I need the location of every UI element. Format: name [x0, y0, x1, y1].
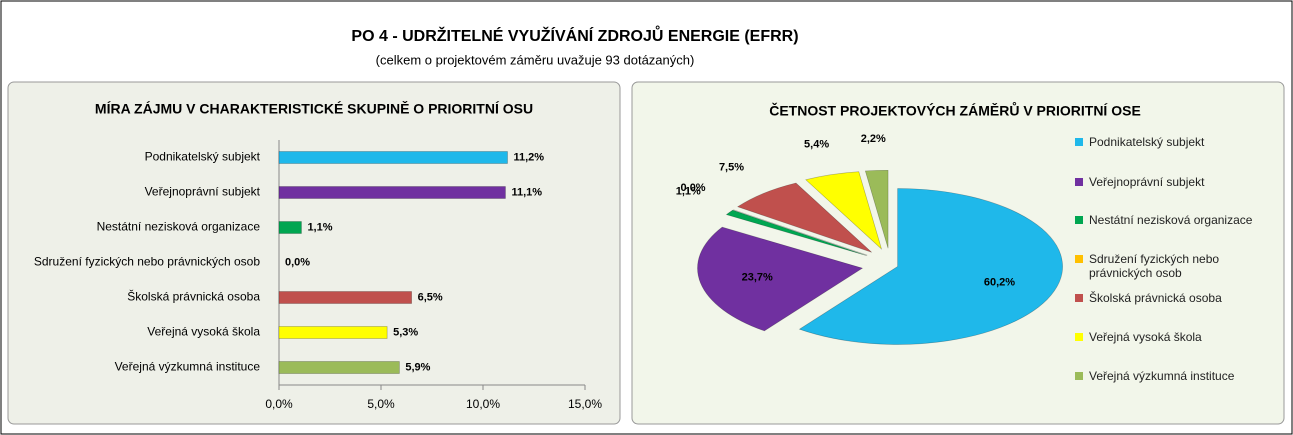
legend-swatch — [1075, 294, 1083, 302]
pie-slice — [864, 169, 889, 249]
pie-chart-title: ČETNOST PROJEKTOVÝCH ZÁMĚRŮ V PRIORITNÍ … — [769, 101, 1141, 119]
value-label: 6,5% — [418, 291, 443, 303]
pie-slice — [805, 171, 883, 250]
y-tick-label: Podnikatelský subjekt — [145, 150, 261, 164]
value-label: 11,2% — [513, 151, 544, 163]
legend-swatch — [1075, 216, 1083, 224]
bar — [278, 326, 388, 339]
legend-item: Veřejná výzkumná instituce — [1075, 369, 1275, 383]
pie-slice — [697, 226, 864, 332]
legend-swatch — [1075, 372, 1083, 380]
legend-swatch — [1075, 255, 1083, 263]
x-tick-label: 10,0% — [466, 397, 500, 411]
value-label: 0,0% — [285, 256, 310, 268]
value-label: 5,9% — [405, 361, 430, 373]
bar-chart-title: MÍRA ZÁJMU V CHARAKTERISTICKÉ SKUPINĚ O … — [95, 100, 533, 117]
legend-label: Veřejná výzkumná instituce — [1089, 369, 1235, 383]
page-subtitle: (celkem o projektovém záměru uvažuje 93 … — [376, 52, 695, 67]
value-label: 5,3% — [393, 326, 418, 338]
y-tick-label: Školská právnická osoba — [127, 289, 260, 304]
value-label: 11,1% — [511, 186, 542, 198]
y-tick-label: Veřejná vysoká škola — [147, 325, 260, 339]
legend-label: Veřejnoprávní subjekt — [1089, 175, 1205, 189]
legend-swatch — [1075, 178, 1083, 186]
value-label: 60,2% — [984, 276, 1015, 288]
bar — [278, 291, 412, 304]
value-label: 7,5% — [719, 161, 744, 173]
legend-item: Sdružení fyzických nebo právnických osob — [1075, 252, 1275, 280]
value-label: 5,4% — [804, 138, 829, 150]
value-label: 23,7% — [742, 272, 773, 284]
legend-label: Veřejná vysoká škola — [1089, 330, 1202, 344]
legend-label: Sdružení fyzických nebo právnických osob — [1089, 252, 1220, 280]
pie-slice — [737, 182, 872, 253]
y-tick-label: Veřejná výzkumná instituce — [115, 360, 261, 374]
value-label: 2,2% — [861, 133, 886, 145]
legend-label: Školská právnická osoba — [1089, 291, 1222, 305]
legend-swatch — [1075, 333, 1083, 341]
legend-label: Nestátní nezisková organizace — [1089, 213, 1253, 227]
value-label: 1,1% — [307, 221, 332, 233]
pie-slice — [733, 209, 868, 256]
x-tick-label: 15,0% — [568, 397, 602, 411]
legend-item: Veřejnoprávní subjekt — [1075, 175, 1275, 189]
y-tick-label: Nestátní nezisková organizace — [97, 220, 261, 234]
pie-slice — [798, 188, 1063, 345]
bar — [278, 221, 302, 234]
legend-label: Podnikatelský subjekt — [1089, 135, 1205, 149]
page-title: PO 4 - UDRŽITELNÉ VYUŽÍVÁNÍ ZDROJŮ ENERG… — [351, 25, 798, 45]
value-label: 0,0% — [681, 182, 706, 194]
pie-slice — [725, 209, 867, 256]
bar — [278, 151, 508, 164]
legend-item: Podnikatelský subjekt — [1075, 135, 1275, 149]
y-tick-label: Sdružení fyzických nebo právnických osob — [34, 255, 260, 269]
value-label: 1,1% — [676, 185, 701, 197]
y-tick-label: Veřejnoprávní subjekt — [145, 185, 261, 199]
legend-item: Školská právnická osoba — [1075, 291, 1275, 305]
x-tick-label: 5,0% — [367, 397, 395, 411]
left-panel — [7, 81, 621, 425]
bar — [278, 186, 506, 199]
x-tick-label: 0,0% — [265, 397, 293, 411]
legend-item: Nestátní nezisková organizace — [1075, 213, 1275, 227]
legend-item: Veřejná vysoká škola — [1075, 330, 1275, 344]
bar — [278, 361, 400, 374]
legend-swatch — [1075, 138, 1083, 146]
